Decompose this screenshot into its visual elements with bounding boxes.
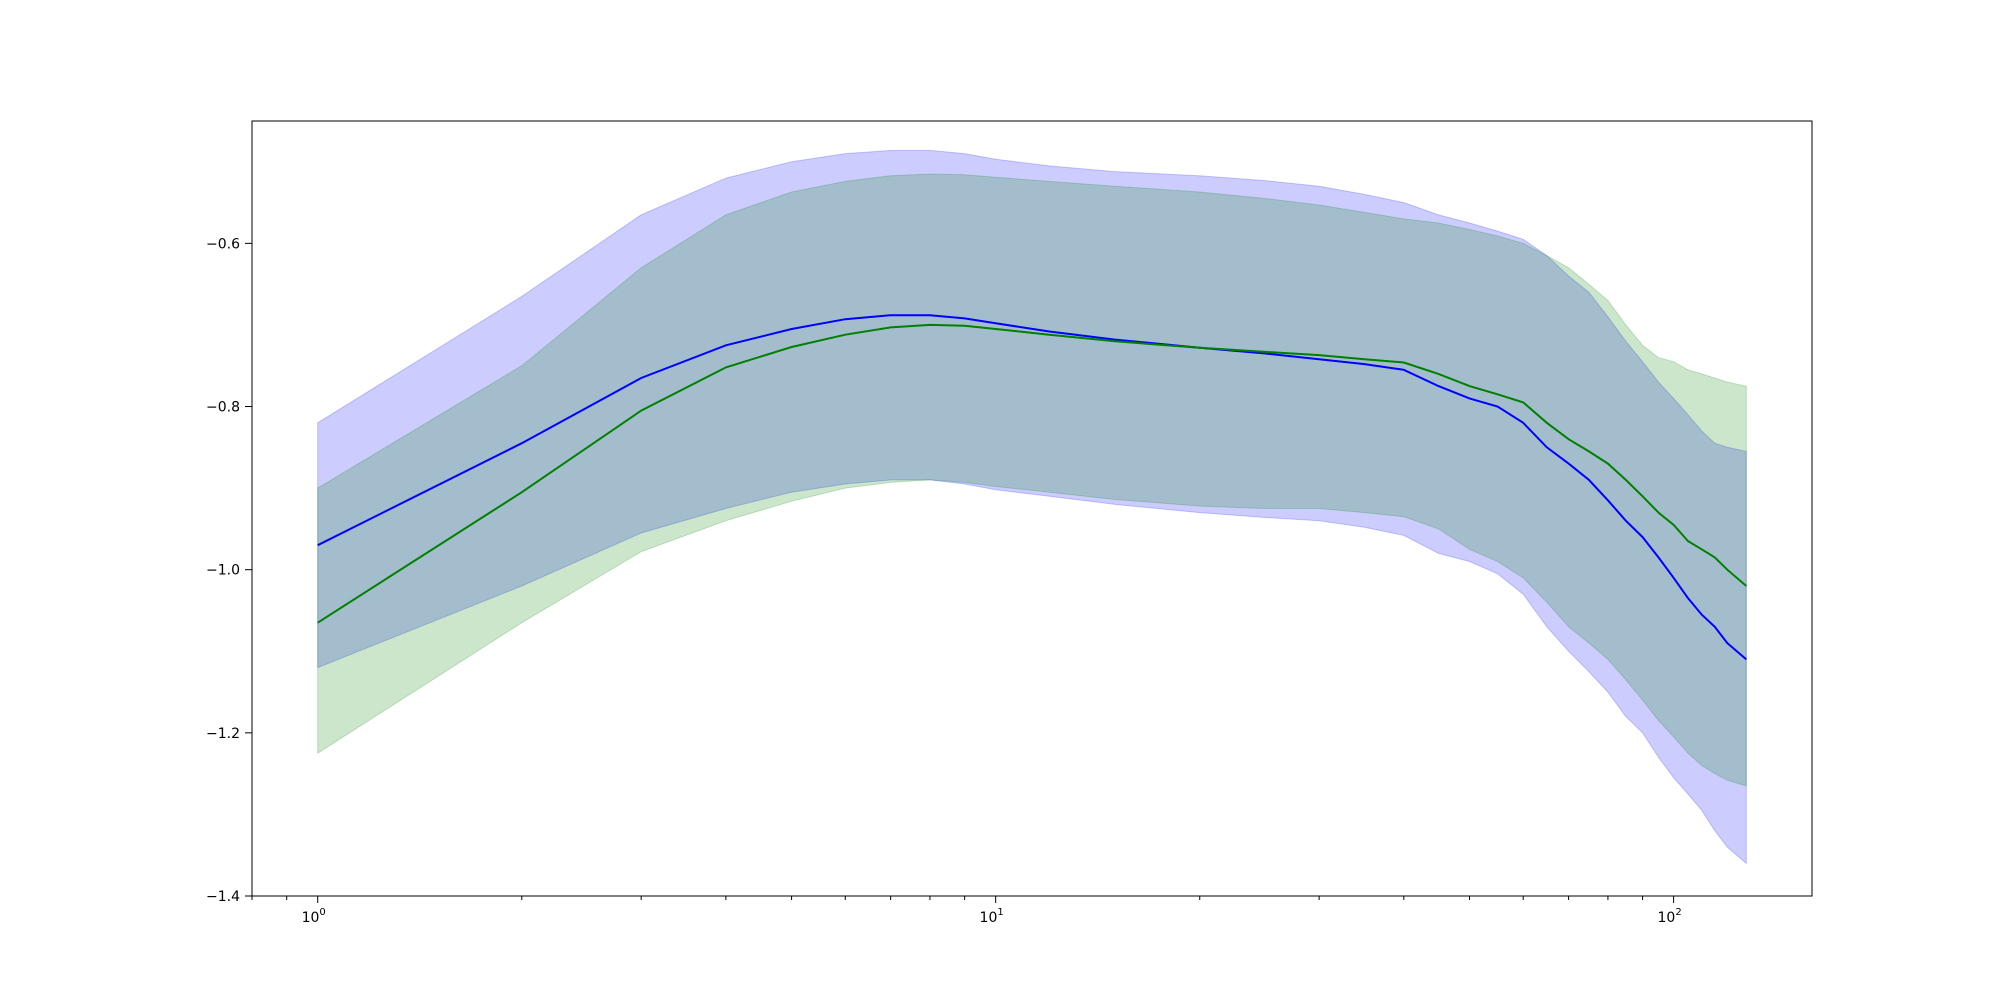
y-tick-label: −1.4 (206, 889, 240, 905)
y-tick-label: −0.8 (206, 400, 240, 416)
y-axis-ticks: −0.6 −0.8 −1.0 −1.2 −1.4 (206, 236, 252, 905)
x-axis-ticks: 100 101 102 (251, 896, 1682, 926)
y-tick-label: −1.2 (206, 726, 240, 742)
x-tick-label: 102 (1658, 907, 1682, 926)
series-1-band (317, 149, 1747, 865)
y-tick-label: −0.6 (206, 236, 240, 252)
y-tick-label: −1.0 (206, 563, 240, 579)
series-1-line (317, 314, 1747, 661)
confidence-bands (317, 149, 1747, 865)
series-2-band (317, 173, 1747, 787)
x-tick-label: 100 (302, 907, 326, 926)
series-2-line (317, 323, 1747, 624)
plot-frame (251, 120, 1813, 897)
x-tick-label: 101 (980, 907, 1004, 926)
series-lines (317, 314, 1747, 661)
